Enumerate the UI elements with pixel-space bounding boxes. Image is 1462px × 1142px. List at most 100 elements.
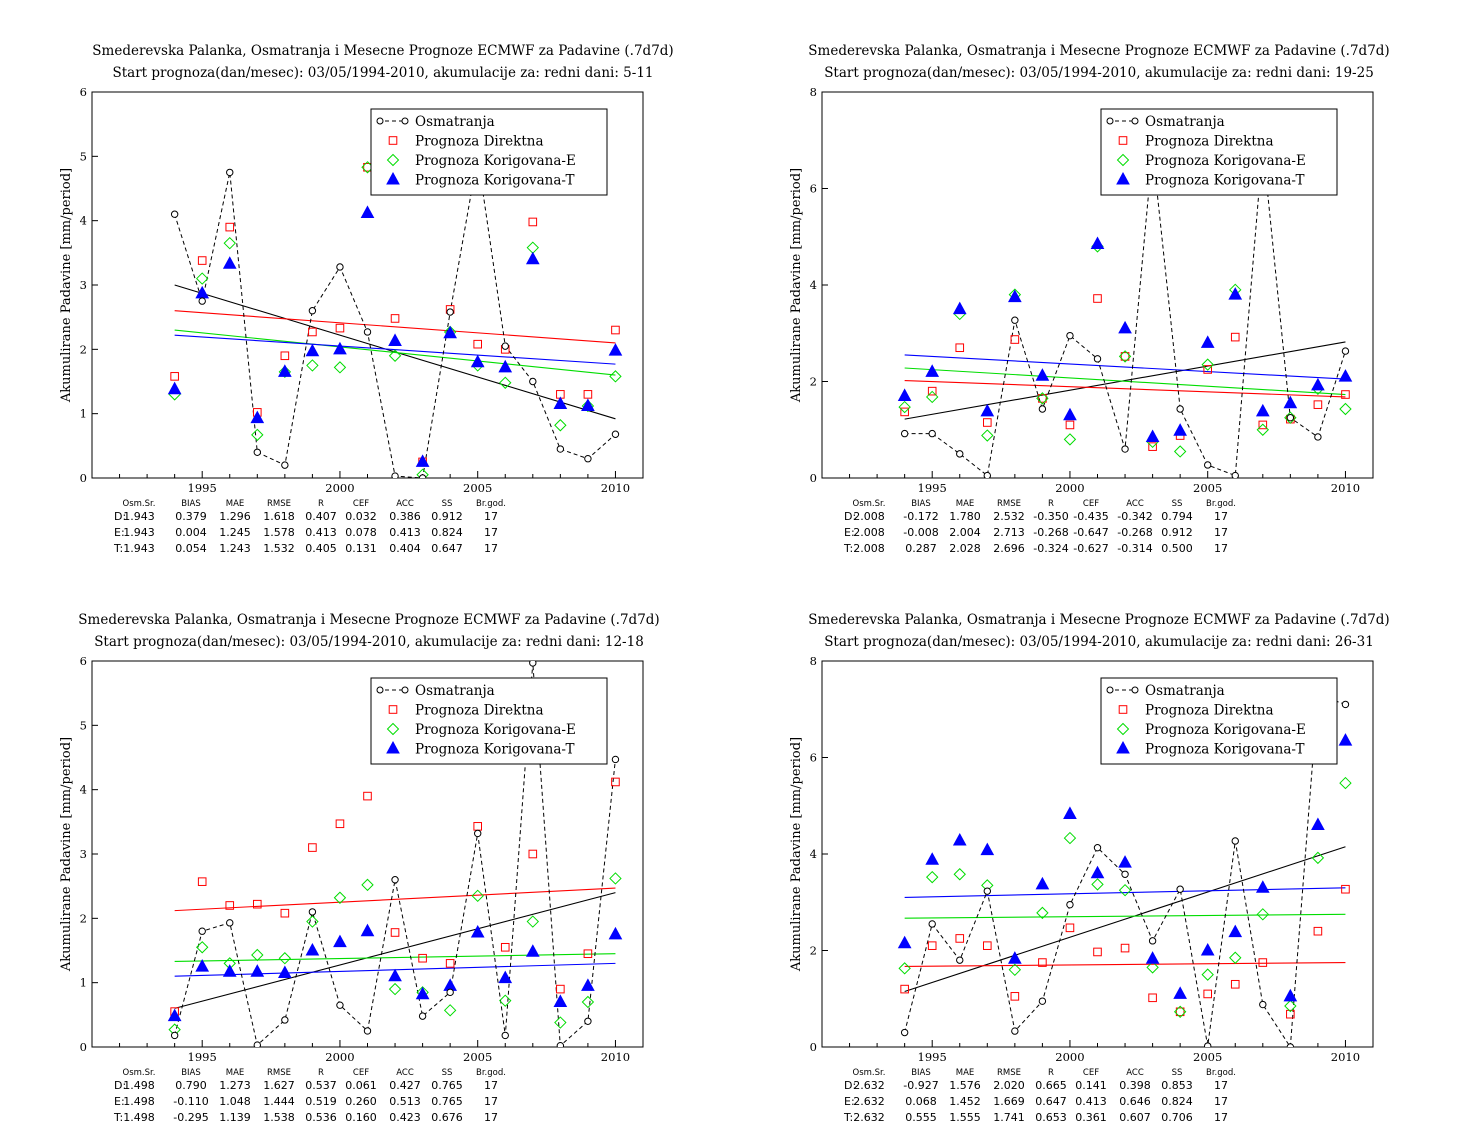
legend: Osmatranja Prognoza Direktna Prognoza Kori… xyxy=(370,108,608,196)
stats-cell: 1.048 xyxy=(219,1095,251,1108)
stats-cell: 0.912 xyxy=(1161,526,1193,539)
stats-cell: 0.413 xyxy=(305,526,337,539)
direct-point-1 xyxy=(197,256,207,265)
direct-point-4 xyxy=(280,908,290,918)
stats-cell: 1.273 xyxy=(219,1079,251,1092)
stats-cell: 1.444 xyxy=(263,1095,295,1108)
legend-label: Prognoza Korigovana-E xyxy=(415,153,576,169)
obs-point-3 xyxy=(253,448,261,456)
stats-cell: 1.780 xyxy=(949,510,981,523)
obs-point-6 xyxy=(1066,331,1074,340)
legend-box xyxy=(370,677,608,765)
series-2 xyxy=(170,162,620,467)
kor-e-point-15 xyxy=(581,399,595,413)
stats-row-label: D: xyxy=(114,1079,126,1092)
obs-point-14 xyxy=(1286,1043,1295,1047)
legend-marker-left xyxy=(1106,117,1114,125)
x-tick-label: 2010 xyxy=(601,1050,630,1064)
y-tick-label: 0 xyxy=(80,471,87,485)
stats-header: Br.god. xyxy=(1206,499,1236,509)
obs-point-10 xyxy=(1176,885,1184,893)
obs-point-6 xyxy=(336,263,344,271)
obs-point-12 xyxy=(501,1031,509,1040)
stats-header: BIAS xyxy=(181,499,201,509)
stats-cell: 17 xyxy=(484,526,498,539)
obs-point-7 xyxy=(1093,355,1102,363)
stats-row-label: E: xyxy=(844,526,855,539)
kor-t-point-8 xyxy=(1118,320,1132,334)
stats-header: ACC xyxy=(396,499,414,509)
obs-point-7 xyxy=(363,1027,372,1035)
direct-point-6 xyxy=(335,819,345,829)
stats-cell: 0.032 xyxy=(345,510,377,523)
obs-point-14 xyxy=(1286,413,1295,422)
y-tick-label: 6 xyxy=(810,182,817,196)
trend-line-3 xyxy=(904,913,1346,919)
stats-cell: 0.405 xyxy=(305,542,337,555)
legend-marker-right xyxy=(1131,117,1139,125)
stats-row-label: T: xyxy=(843,542,853,555)
kor-t-point-0 xyxy=(897,935,912,949)
stats-cell: 0.054 xyxy=(175,542,207,555)
kor-e-point-5 xyxy=(1036,392,1049,405)
obs-point-6 xyxy=(1066,900,1074,909)
stats-cell: 2.532 xyxy=(993,510,1025,523)
stats-cell: 17 xyxy=(484,510,498,523)
stats-cell: 1.669 xyxy=(993,1095,1025,1108)
x-tick-label: 1995 xyxy=(188,1050,217,1064)
kor-e-point-7 xyxy=(361,878,374,892)
kor-t-point-0 xyxy=(897,388,912,401)
stats-cell: 0.068 xyxy=(905,1095,937,1108)
kor-t-point-14 xyxy=(1283,988,1298,1002)
obs-point-2 xyxy=(226,168,234,177)
stats-cell: 2.008 xyxy=(853,510,885,523)
y-tick-label: 4 xyxy=(810,847,817,861)
kor-t-point-9 xyxy=(415,454,430,467)
stats-cell: 0.824 xyxy=(431,526,463,539)
kor-t-point-7 xyxy=(1090,865,1105,879)
y-tick-label: 2 xyxy=(80,342,87,356)
kor-e-point-7 xyxy=(1091,878,1104,891)
legend-label: Prognoza Korigovana-E xyxy=(1145,722,1306,738)
stats-header: RMSE xyxy=(267,1068,291,1078)
kor-e-point-13 xyxy=(526,241,540,254)
direct-point-16 xyxy=(1341,884,1350,894)
y-tick-label: 2 xyxy=(810,944,817,958)
direct-point-3 xyxy=(253,899,262,909)
obs-point-14 xyxy=(556,1042,565,1047)
obs-point-14 xyxy=(556,445,565,453)
stats-cell: 17 xyxy=(1214,1095,1228,1108)
obs-point-13 xyxy=(529,661,537,667)
chart-subtitle: Start prognoza(dan/mesec): 03/05/1994-20… xyxy=(112,65,653,81)
obs-point-9 xyxy=(1148,937,1157,945)
stats-cell: 1.538 xyxy=(263,1111,295,1124)
legend-label: Prognoza Korigovana-T xyxy=(1145,173,1304,189)
direct-point-3 xyxy=(983,418,992,427)
kor-t-point-4 xyxy=(278,364,292,377)
kor-t-point-3 xyxy=(980,842,995,856)
obs-point-12 xyxy=(1231,837,1239,845)
stats-cell: 0.646 xyxy=(1119,1095,1151,1108)
stats-cell: 1.532 xyxy=(263,542,295,555)
stats-cell: 0.379 xyxy=(175,510,207,523)
plot-area xyxy=(167,661,623,1047)
stats-cell: -0.324 xyxy=(1033,542,1068,555)
obs-point-10 xyxy=(1176,405,1184,413)
kor-e-point-2 xyxy=(953,868,966,881)
direct-point-7 xyxy=(1093,294,1102,303)
trend-line-2 xyxy=(174,887,616,912)
direct-point-16 xyxy=(1341,390,1350,399)
trend-line-3 xyxy=(904,367,1346,396)
series-4 xyxy=(167,923,623,1022)
kor-e-point-4 xyxy=(1008,963,1022,977)
stats-header: R xyxy=(1048,499,1054,509)
kor-t-point-5 xyxy=(305,942,320,956)
obs-point-0 xyxy=(170,1031,179,1040)
stats-row-label: E: xyxy=(114,526,125,539)
stats-cell: 0.513 xyxy=(389,1095,421,1108)
stats-cell: 1.943 xyxy=(123,510,155,523)
series-4 xyxy=(897,733,1353,1002)
kor-t-point-7 xyxy=(1090,236,1105,249)
obs-point-15 xyxy=(584,455,592,463)
direct-point-9 xyxy=(1148,442,1157,451)
